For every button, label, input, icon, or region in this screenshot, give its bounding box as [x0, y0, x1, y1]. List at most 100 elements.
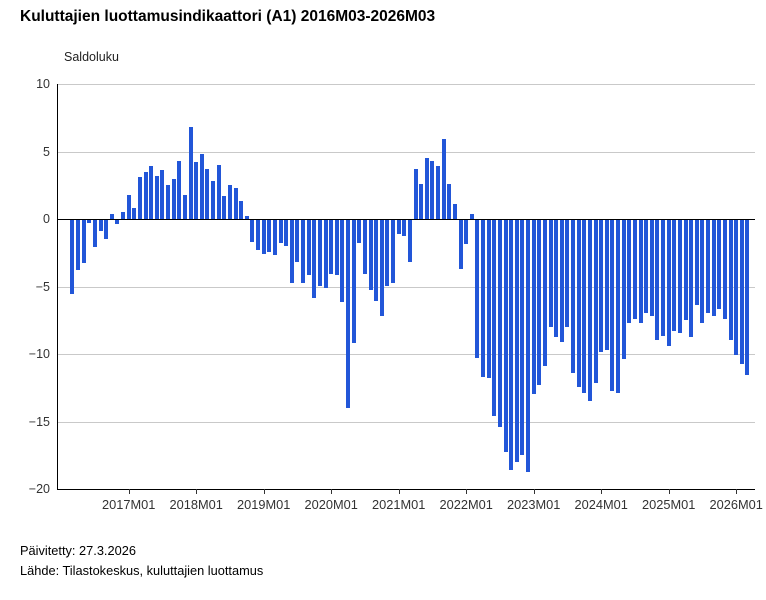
bar-2023M08 — [571, 220, 576, 373]
x-tick-label: 2018M01 — [169, 497, 223, 512]
y-tick-label: −15 — [28, 414, 50, 429]
bar-2024M06 — [627, 220, 632, 323]
y-tick-label: 5 — [43, 144, 50, 159]
y-tick-label: 0 — [43, 212, 50, 226]
x-tick-label: 2024M01 — [574, 497, 628, 512]
bar-2023M09 — [576, 220, 581, 388]
bar-2017M08 — [166, 185, 171, 219]
bar-2019M05 — [284, 220, 289, 246]
bar-2023M10 — [582, 220, 587, 393]
bar-2019M02 — [267, 220, 272, 253]
bar-2016M09 — [104, 220, 109, 239]
bar-2016M07 — [92, 220, 97, 247]
bar-2022M11 — [520, 220, 525, 455]
bar-2016M12 — [121, 212, 126, 219]
bar-2022M12 — [526, 220, 531, 473]
bar-2021M10 — [447, 183, 452, 219]
bar-2023M02 — [537, 220, 542, 385]
bar-2019M09 — [306, 220, 311, 276]
bar-2020M09 — [374, 220, 379, 301]
bar-2025M08 — [706, 220, 711, 314]
bar-2025M04 — [683, 220, 688, 320]
bar-2017M07 — [160, 170, 165, 219]
bar-2023M03 — [542, 220, 547, 366]
bar-2018M10 — [244, 216, 249, 219]
bar-2021M06 — [424, 158, 429, 219]
bar-2019M11 — [317, 220, 322, 287]
bar-2017M03 — [137, 177, 142, 219]
y-tick-label: −20 — [28, 482, 50, 496]
bar-2016M08 — [98, 220, 103, 231]
bar-2023M05 — [554, 220, 559, 338]
x-tick-label: 2019M01 — [237, 497, 291, 512]
bar-2022M01 — [464, 220, 469, 245]
x-tick — [668, 489, 670, 494]
x-tick — [736, 489, 738, 494]
bar-2024M03 — [610, 220, 615, 392]
bar-2020M05 — [351, 220, 356, 343]
y-axis-unit-label: Saldoluku — [64, 50, 119, 64]
bar-2018M06 — [222, 196, 227, 219]
zero-line — [57, 219, 755, 220]
x-tick-label: 2021M01 — [372, 497, 426, 512]
bar-2022M06 — [492, 220, 497, 416]
bar-2023M12 — [593, 220, 598, 384]
x-tick — [263, 489, 265, 494]
bar-2025M10 — [717, 220, 722, 310]
bar-2018M02 — [199, 154, 204, 219]
bar-2018M03 — [205, 169, 210, 219]
bar-2018M09 — [239, 201, 244, 219]
bar-2017M10 — [177, 160, 182, 219]
bar-2023M07 — [565, 220, 570, 327]
bar-2018M07 — [227, 185, 232, 219]
bar-2020M03 — [340, 220, 345, 303]
y-axis-line — [57, 84, 58, 490]
bar-2016M10 — [109, 213, 114, 219]
bar-2022M08 — [503, 220, 508, 453]
bar-2017M02 — [132, 208, 137, 219]
bar-2025M06 — [694, 220, 699, 306]
x-tick-label: 2022M01 — [439, 497, 493, 512]
bar-2020M11 — [385, 220, 390, 287]
bar-2024M10 — [649, 220, 654, 316]
updated-date-text: Päivitetty: 27.3.2026 — [20, 543, 136, 558]
bar-2018M01 — [194, 162, 199, 219]
x-tick-label: 2026M01 — [709, 497, 763, 512]
y-tick-label: 10 — [36, 77, 50, 91]
bar-2018M11 — [250, 220, 255, 242]
bar-2021M01 — [396, 220, 401, 234]
bar-2020M04 — [346, 220, 351, 408]
bar-2017M11 — [182, 194, 187, 219]
bar-2024M07 — [632, 220, 637, 319]
bar-2018M12 — [256, 220, 261, 250]
bar-2017M06 — [154, 175, 159, 219]
bar-2024M04 — [616, 220, 621, 393]
bar-2024M08 — [638, 220, 643, 323]
bar-2019M07 — [295, 220, 300, 262]
chart-title: Kuluttajien luottamusindikaattori (A1) 2… — [20, 8, 436, 25]
gridline — [57, 84, 755, 85]
bar-2025M05 — [689, 220, 694, 338]
bar-2019M03 — [272, 220, 277, 256]
bar-2020M10 — [379, 220, 384, 316]
bar-2020M02 — [334, 220, 339, 276]
bar-2020M06 — [357, 220, 362, 243]
bar-2021M03 — [407, 220, 412, 262]
bar-2024M02 — [604, 220, 609, 350]
bar-2023M04 — [548, 220, 553, 327]
bar-2016M04 — [76, 220, 81, 270]
bar-2025M09 — [711, 220, 716, 316]
bar-2021M07 — [430, 160, 435, 219]
bar-2022M02 — [469, 213, 474, 219]
bar-2020M12 — [391, 220, 396, 284]
bar-2018M05 — [216, 165, 221, 219]
gridline — [57, 286, 755, 288]
bar-2022M09 — [509, 220, 514, 470]
y-tick-label: −5 — [35, 279, 50, 294]
bar-2018M04 — [211, 181, 216, 219]
bar-2016M06 — [87, 220, 92, 223]
x-tick — [196, 489, 198, 494]
bar-2021M12 — [458, 220, 463, 269]
bar-2019M04 — [278, 220, 283, 243]
